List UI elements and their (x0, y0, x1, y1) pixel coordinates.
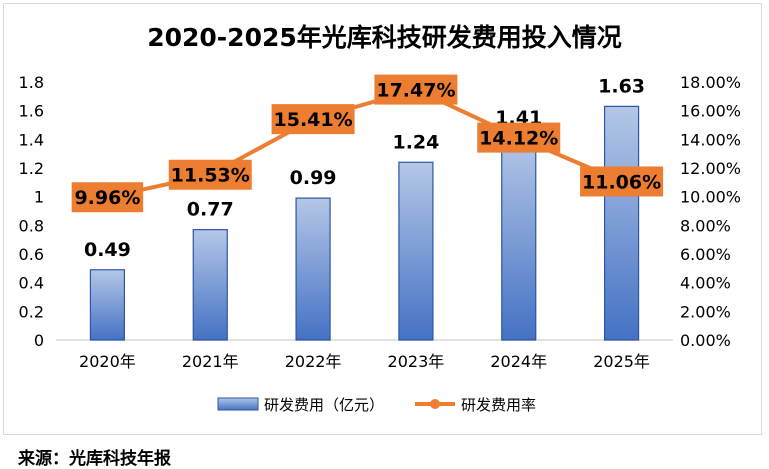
bar (398, 161, 434, 341)
source-note: 来源：光库科技年报 (18, 449, 171, 469)
legend-bar-label: 研发费用（亿元） (264, 396, 384, 414)
line-data-label-box (477, 122, 561, 153)
line-data-label-box (271, 104, 355, 135)
right-axis-tick: 10.00% (680, 188, 741, 207)
bar (603, 105, 640, 341)
x-axis-tick: 2021年 (182, 352, 239, 371)
bar-data-label: 1.24 (392, 131, 439, 153)
x-axis-tick: 2025年 (593, 352, 650, 371)
left-axis-tick: 0.6 (19, 245, 44, 264)
right-axis-tick: 2.00% (680, 302, 731, 321)
left-axis-tick: 1.2 (19, 159, 44, 178)
right-axis-tick: 16.00% (680, 102, 741, 121)
x-axis-tick: 2022年 (285, 352, 342, 371)
right-axis-tick: 18.00% (680, 73, 741, 92)
bar (192, 229, 228, 341)
bar-data-label: 0.49 (84, 239, 131, 261)
right-axis-tick: 12.00% (680, 159, 741, 178)
line-data-label: 9.96% (74, 187, 140, 209)
chart-frame (3, 3, 762, 435)
left-axis-tick: 0 (34, 331, 44, 350)
line-data-label: 11.53% (171, 165, 250, 187)
legend-line-label: 研发费用率 (461, 396, 536, 414)
bar (295, 197, 331, 341)
line-data-label: 11.06% (582, 171, 661, 193)
left-axis-tick: 1.8 (19, 73, 44, 92)
bar-data-label: 1.63 (598, 75, 645, 97)
left-axis-tick: 0.8 (19, 216, 44, 235)
line-data-label-box (374, 74, 458, 105)
line-data-label-box (168, 159, 252, 190)
left-axis-tick: 1.6 (19, 102, 44, 121)
bar-data-label: 0.77 (187, 199, 234, 221)
x-axis-tick: 2020年 (79, 352, 136, 371)
bar (501, 137, 537, 341)
chart-title: 2020-2025年光库科技研发费用投入情况 (147, 23, 622, 52)
right-axis-tick: 0.00% (680, 331, 731, 350)
line-data-label: 14.12% (479, 128, 558, 150)
left-axis-tick: 1 (34, 188, 44, 207)
line-data-label-box (580, 166, 664, 197)
line-data-label-box (71, 182, 144, 213)
bar (89, 269, 126, 341)
line-data-label: 15.41% (274, 109, 353, 131)
legend-bar-swatch (217, 397, 259, 411)
bar-data-label: 0.99 (290, 167, 337, 189)
right-axis-tick: 6.00% (680, 245, 731, 264)
x-axis-tick: 2024年 (490, 352, 547, 371)
legend-line-marker (430, 399, 440, 409)
right-axis-tick: 14.00% (680, 130, 741, 149)
line-data-label: 17.47% (376, 80, 455, 102)
left-axis-tick: 1.4 (19, 130, 44, 149)
right-axis-tick: 4.00% (680, 274, 731, 293)
right-axis-tick: 8.00% (680, 216, 731, 235)
left-axis-tick: 0.2 (19, 302, 44, 321)
x-axis-tick: 2023年 (388, 352, 445, 371)
left-axis-tick: 0.4 (19, 274, 44, 293)
